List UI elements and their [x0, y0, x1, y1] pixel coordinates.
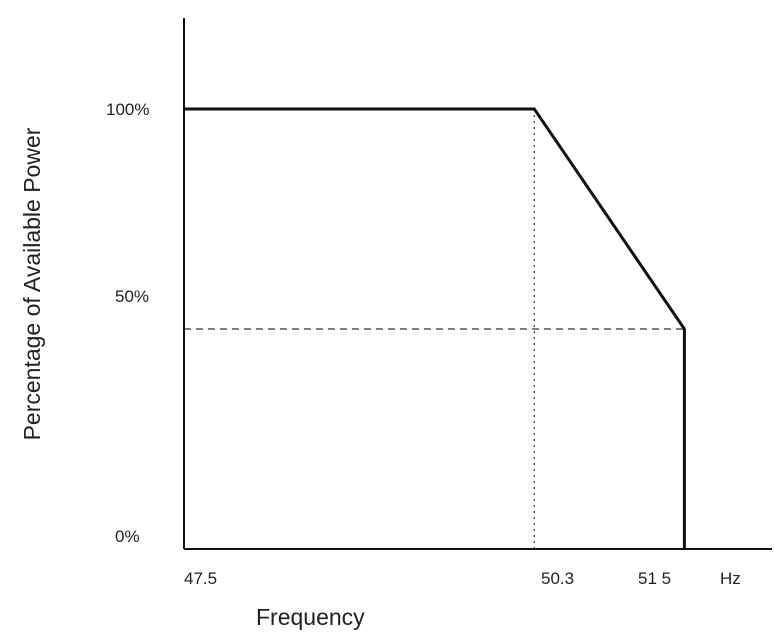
y-axis-label: Percentage of Available Power [19, 127, 45, 440]
x-unit-label: Hz [720, 569, 741, 588]
x-axis-label: Frequency [256, 604, 365, 630]
reference-lines [184, 109, 685, 549]
y-tick-label-100: 100% [106, 100, 149, 119]
x-tick-label-50-3: 50.3 [541, 569, 574, 588]
series-line [184, 107, 686, 549]
series-layer [184, 107, 686, 549]
y-tick-label-50: 50% [115, 287, 149, 306]
x-tick-label-47-5: 47.5 [184, 569, 217, 588]
y-tick-label-0: 0% [115, 527, 140, 546]
x-tick-label-51-5: 51 5 [638, 569, 671, 588]
